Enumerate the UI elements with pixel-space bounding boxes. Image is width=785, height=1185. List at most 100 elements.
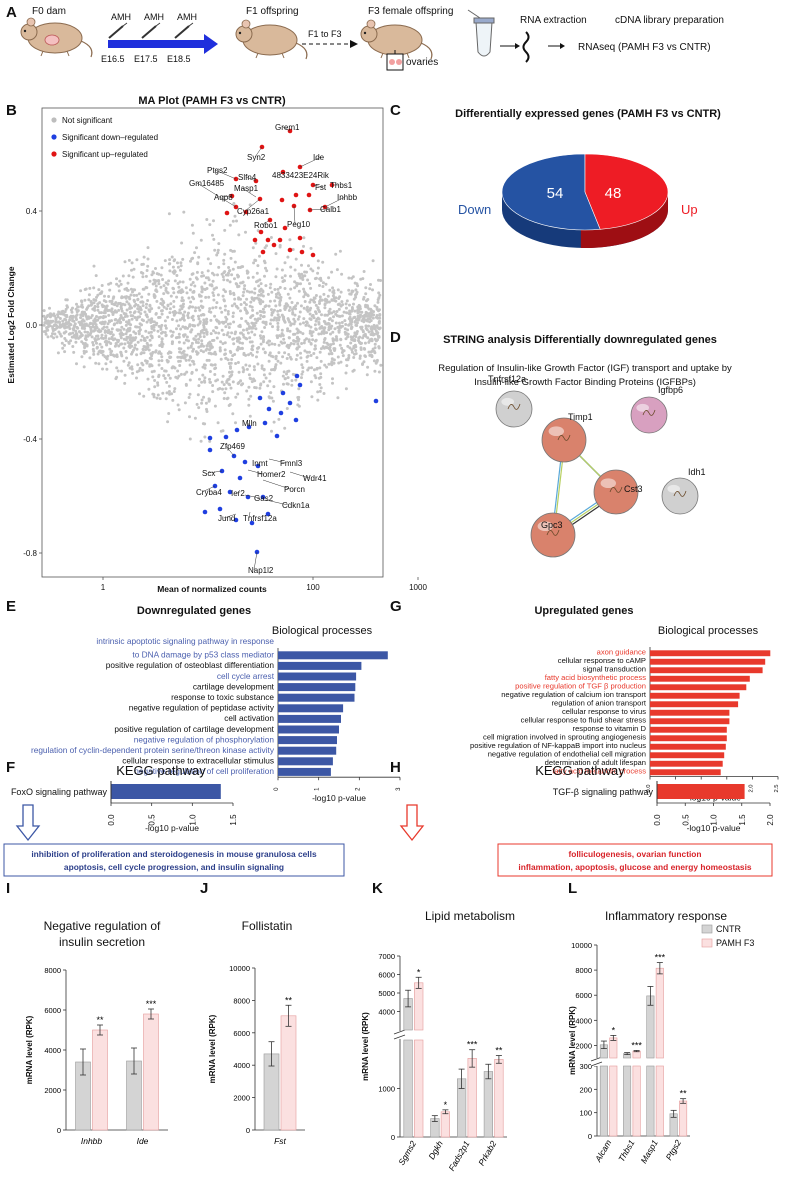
panel-letter-f: F: [6, 759, 15, 776]
not-significant-point: [233, 277, 236, 281]
not-significant-point: [367, 314, 371, 318]
not-significant-point: [276, 325, 280, 329]
not-significant-point: [331, 294, 335, 298]
not-significant-point: [203, 376, 207, 380]
not-significant-point: [266, 384, 270, 388]
not-significant-point: [58, 320, 61, 324]
not-significant-point: [103, 294, 106, 298]
gestation-day-label: E17.5: [134, 54, 158, 64]
not-significant-point: [72, 319, 76, 323]
not-significant-point: [103, 309, 107, 313]
down-regulated-point: [257, 395, 263, 401]
not-significant-point: [304, 323, 308, 327]
not-significant-point: [208, 283, 212, 287]
panel-letter-j: J: [200, 880, 208, 897]
not-significant-point: [343, 327, 347, 331]
not-significant-point: [188, 392, 192, 396]
not-significant-point: [167, 373, 171, 377]
not-significant-point: [255, 296, 259, 300]
not-significant-point: [219, 357, 223, 361]
go-title: Upregulated genes: [534, 605, 633, 617]
not-significant-point: [160, 312, 164, 316]
not-significant-point: [236, 345, 240, 349]
not-significant-point: [183, 401, 187, 405]
not-significant-point: [344, 337, 348, 341]
not-significant-point: [74, 340, 78, 344]
not-significant-point: [294, 257, 298, 261]
not-significant-point: [89, 300, 93, 303]
not-significant-point: [233, 302, 237, 306]
not-significant-point: [347, 356, 351, 360]
not-significant-point: [230, 273, 234, 277]
not-significant-point: [261, 294, 265, 298]
not-significant-point: [267, 343, 271, 347]
go-term-label: positive regulation of cartilage develop…: [114, 724, 274, 734]
panel-letter-h: H: [390, 759, 401, 776]
not-significant-point: [64, 298, 68, 302]
not-significant-point: [88, 286, 92, 290]
not-significant-point: [50, 334, 53, 338]
not-significant-point: [216, 293, 220, 297]
not-significant-point: [337, 307, 341, 311]
not-significant-point: [318, 389, 322, 393]
not-significant-point: [209, 332, 213, 336]
down-gene-label: Jund: [218, 514, 235, 523]
not-significant-point: [190, 223, 194, 227]
not-significant-point: [151, 392, 155, 396]
not-significant-point: [278, 243, 282, 247]
not-significant-point: [325, 346, 329, 350]
not-significant-point: [189, 283, 193, 287]
not-significant-point: [129, 287, 133, 291]
not-significant-point: [69, 323, 73, 327]
not-significant-point: [286, 376, 290, 380]
not-significant-point: [200, 398, 204, 402]
not-significant-point: [170, 334, 174, 338]
not-significant-point: [313, 323, 317, 327]
not-significant-point: [312, 352, 316, 355]
not-significant-point: [137, 310, 141, 314]
not-significant-point: [128, 338, 132, 342]
not-significant-point: [177, 359, 181, 363]
not-significant-point: [56, 351, 60, 355]
not-significant-point: [194, 306, 198, 310]
not-significant-point: [233, 332, 237, 336]
not-significant-point: [340, 314, 344, 318]
not-significant-point: [306, 278, 310, 282]
not-significant-point: [209, 380, 212, 384]
not-significant-point: [134, 325, 138, 329]
not-significant-point: [51, 332, 54, 336]
not-significant-point: [313, 277, 317, 281]
not-significant-point: [345, 332, 348, 335]
not-significant-point: [300, 272, 304, 276]
not-significant-point: [336, 355, 340, 359]
not-significant-point: [369, 327, 373, 331]
not-significant-point: [148, 338, 152, 342]
embryo-icon: [44, 34, 60, 46]
not-significant-point: [274, 275, 278, 279]
not-significant-point: [373, 351, 377, 355]
not-significant-point: [103, 330, 107, 334]
not-significant-point: [288, 238, 292, 242]
not-significant-point: [339, 304, 343, 308]
down-gene-label: Porcn: [284, 485, 305, 494]
not-significant-point: [125, 295, 129, 299]
not-significant-point: [218, 346, 222, 350]
ovary-icon: [396, 59, 402, 65]
not-significant-point: [310, 334, 314, 338]
go-term-label: cellular response to extracellular stimu…: [122, 756, 274, 766]
not-significant-point: [186, 314, 190, 317]
not-significant-point: [224, 387, 228, 391]
leader-line: [201, 485, 216, 493]
go-subtitle: Biological processes: [658, 625, 759, 637]
not-significant-point: [250, 340, 254, 344]
not-significant-point: [183, 372, 187, 376]
not-significant-point: [188, 363, 192, 367]
not-significant-point: [324, 282, 328, 286]
not-significant-point: [207, 310, 211, 313]
not-significant-point: [83, 288, 87, 291]
not-significant-point: [209, 262, 213, 266]
not-significant-point: [150, 352, 154, 356]
not-significant-point: [52, 336, 56, 340]
not-significant-point: [230, 331, 234, 335]
